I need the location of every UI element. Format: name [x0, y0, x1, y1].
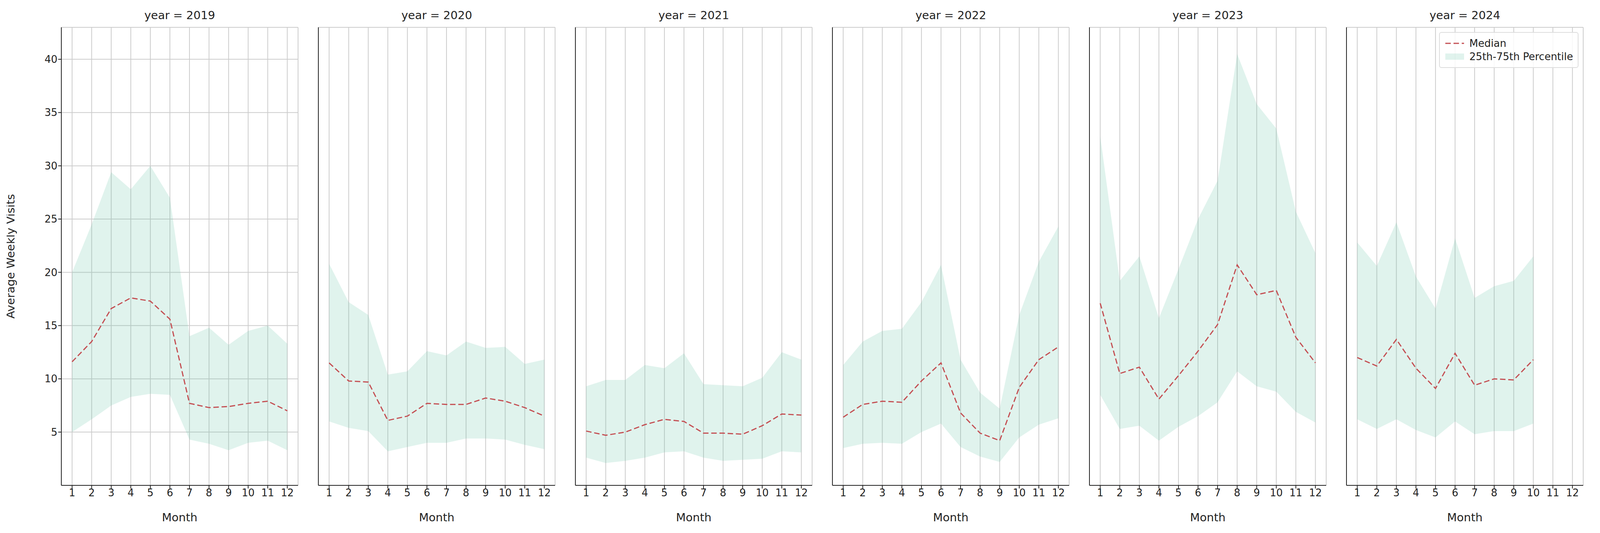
svg-text:3: 3 — [1392, 487, 1400, 499]
svg-text:20: 20 — [44, 266, 58, 279]
svg-text:11: 11 — [1546, 487, 1560, 499]
html-text:year = 2022: year = 2022 — [915, 8, 987, 22]
svg-text:12: 12 — [794, 487, 808, 499]
svg-text:2: 2 — [88, 487, 95, 499]
svg-text:30: 30 — [44, 160, 58, 172]
svg-text:5: 5 — [1432, 487, 1440, 499]
svg-text:6: 6 — [1194, 487, 1202, 499]
svg-text:8: 8 — [719, 487, 727, 499]
svg-text:Month: Month — [676, 510, 712, 525]
svg-text:6: 6 — [423, 487, 431, 499]
svg-text:1: 1 — [68, 487, 76, 499]
html-text:25th-75th Percentile: 25th-75th Percentile — [1469, 50, 1574, 63]
svg-text:2: 2 — [345, 487, 352, 499]
html-text:year = 2024: year = 2024 — [1429, 8, 1501, 22]
svg-text:Month: Month — [419, 510, 455, 525]
svg-text:7: 7 — [700, 487, 708, 499]
svg-text:Month: Month — [162, 510, 198, 525]
svg-text:10: 10 — [755, 487, 769, 499]
svg-text:7: 7 — [957, 487, 965, 499]
svg-text:4: 4 — [127, 487, 135, 499]
svg-text:8: 8 — [1233, 487, 1241, 499]
svg-text:25: 25 — [44, 213, 58, 225]
svg-text:9: 9 — [1253, 487, 1261, 499]
svg-text:8: 8 — [205, 487, 213, 499]
svg-text:15: 15 — [44, 319, 58, 332]
svg-text:11: 11 — [1289, 487, 1303, 499]
html-text:Median: Median — [1469, 37, 1507, 50]
svg-text:40: 40 — [44, 53, 58, 66]
html-text:year = 2019: year = 2019 — [144, 8, 216, 22]
svg-text:7: 7 — [1214, 487, 1222, 499]
svg-text:35: 35 — [44, 106, 58, 119]
svg-text:Month: Month — [1447, 510, 1483, 525]
svg-text:4: 4 — [898, 487, 906, 499]
svg-text:9: 9 — [482, 487, 490, 499]
svg-text:5: 5 — [50, 426, 58, 439]
svg-text:Month: Month — [1190, 510, 1226, 525]
svg-text:12: 12 — [280, 487, 294, 499]
svg-text:3: 3 — [364, 487, 372, 499]
svg-text:8: 8 — [1491, 487, 1498, 499]
svg-text:6: 6 — [937, 487, 945, 499]
svg-text:2: 2 — [1116, 487, 1124, 499]
svg-text:5: 5 — [1175, 487, 1183, 499]
svg-text:11: 11 — [1032, 487, 1046, 499]
svg-text:12: 12 — [1051, 487, 1065, 499]
svg-text:5: 5 — [147, 487, 154, 499]
svg-text:10: 10 — [1526, 487, 1540, 499]
svg-text:4: 4 — [1412, 487, 1420, 499]
svg-text:8: 8 — [462, 487, 470, 499]
svg-text:4: 4 — [641, 487, 649, 499]
svg-text:7: 7 — [443, 487, 450, 499]
svg-text:9: 9 — [225, 487, 233, 499]
svg-text:1: 1 — [1096, 487, 1104, 499]
svg-text:9: 9 — [739, 487, 747, 499]
svg-text:Month: Month — [933, 510, 969, 525]
html-text:year = 2021: year = 2021 — [658, 8, 730, 22]
svg-text:9: 9 — [996, 487, 1004, 499]
svg-text:5: 5 — [918, 487, 925, 499]
svg-text:12: 12 — [537, 487, 551, 499]
svg-text:11: 11 — [775, 487, 789, 499]
svg-text:7: 7 — [186, 487, 193, 499]
svg-text:6: 6 — [166, 487, 174, 499]
svg-text:1: 1 — [1353, 487, 1361, 499]
html-text:year = 2023: year = 2023 — [1172, 8, 1244, 22]
svg-text:4: 4 — [384, 487, 392, 499]
svg-text:Average Weekly Visits: Average Weekly Visits — [6, 194, 18, 319]
svg-text:6: 6 — [680, 487, 688, 499]
svg-text:10: 10 — [498, 487, 512, 499]
svg-text:5: 5 — [404, 487, 411, 499]
svg-text:1: 1 — [839, 487, 847, 499]
svg-text:10: 10 — [1012, 487, 1026, 499]
svg-text:2: 2 — [602, 487, 609, 499]
svg-text:6: 6 — [1451, 487, 1459, 499]
svg-text:11: 11 — [518, 487, 532, 499]
svg-text:10: 10 — [1269, 487, 1283, 499]
svg-text:3: 3 — [621, 487, 629, 499]
svg-text:3: 3 — [107, 487, 115, 499]
svg-text:5: 5 — [661, 487, 668, 499]
svg-text:4: 4 — [1155, 487, 1163, 499]
svg-text:10: 10 — [44, 373, 58, 385]
svg-text:12: 12 — [1566, 487, 1579, 499]
svg-text:9: 9 — [1510, 487, 1518, 499]
svg-text:11: 11 — [261, 487, 275, 499]
svg-text:2: 2 — [859, 487, 867, 499]
svg-text:3: 3 — [878, 487, 886, 499]
svg-text:7: 7 — [1471, 487, 1479, 499]
svg-text:10: 10 — [241, 487, 255, 499]
svg-text:1: 1 — [582, 487, 590, 499]
html-text:year = 2020: year = 2020 — [401, 8, 473, 22]
svg-text:8: 8 — [976, 487, 984, 499]
svg-text:2: 2 — [1373, 487, 1381, 499]
svg-text:3: 3 — [1135, 487, 1143, 499]
svg-text:1: 1 — [325, 487, 333, 499]
svg-text:12: 12 — [1308, 487, 1322, 499]
